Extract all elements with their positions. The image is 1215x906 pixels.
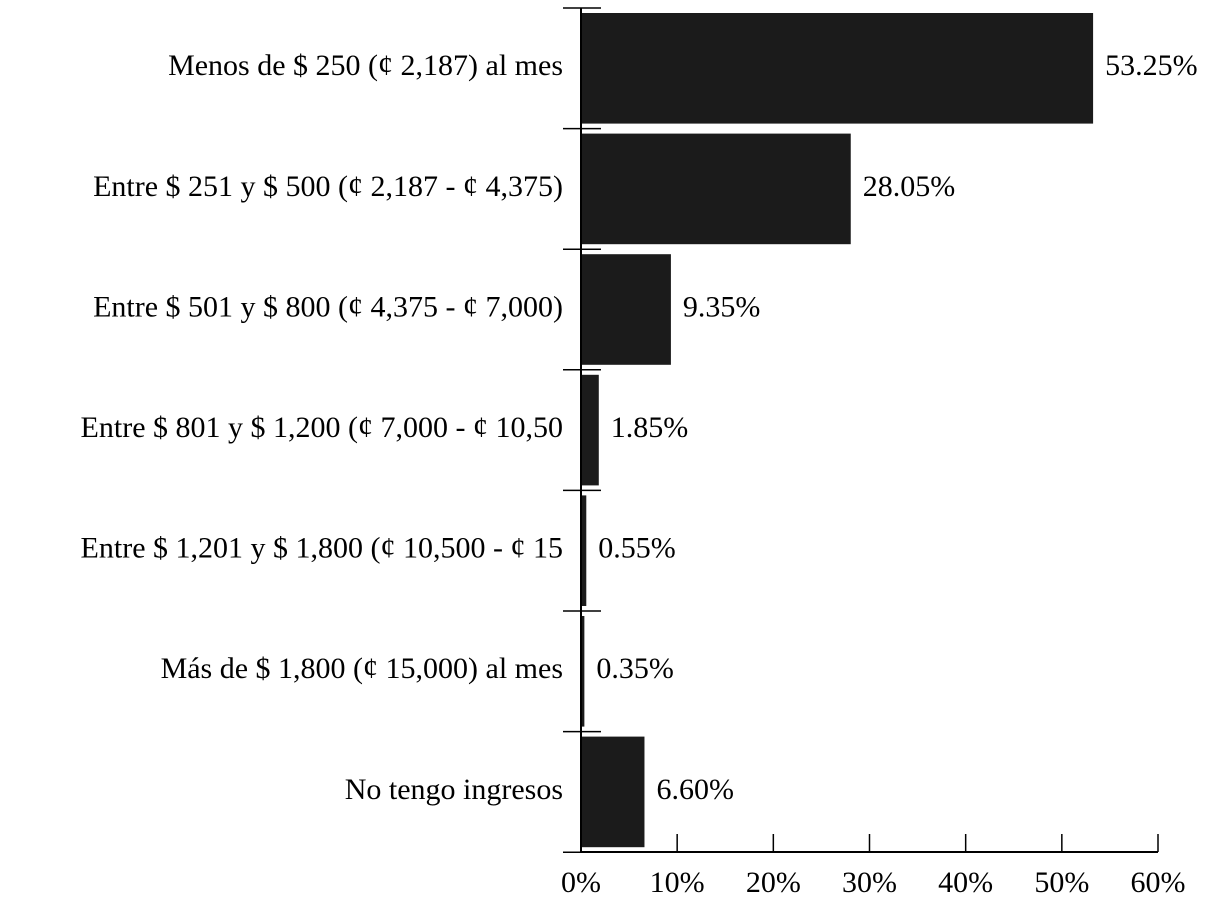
category-label-2: Entre $ 501 y $ 800 (¢ 4,375 - ¢ 7,000): [93, 290, 563, 323]
x-tick-label-6: 60%: [1131, 866, 1186, 899]
value-labels: 53.25% 28.05% 9.35% 1.85% 0.55% 0.35% 6.60%: [596, 49, 1197, 806]
category-label-5: Más de $ 1,800 (¢ 15,000) al mes: [161, 652, 563, 685]
x-tick-label-2: 20%: [746, 866, 801, 899]
x-tick-label-5: 50%: [1034, 866, 1089, 899]
category-label-0: Menos de $ 250 (¢ 2,187) al mes: [168, 49, 563, 82]
value-label-3: 1.85%: [611, 411, 689, 444]
category-label-6: No tengo ingresos: [345, 773, 563, 806]
bar-1: [581, 133, 851, 245]
x-tick-labels: 0% 10% 20% 30% 40% 50% 60%: [561, 866, 1186, 899]
bars: [581, 13, 1094, 848]
category-label-1: Entre $ 251 y $ 500 (¢ 2,187 - ¢ 4,375): [93, 170, 563, 203]
bar-4: [581, 495, 587, 606]
value-label-6: 6.60%: [656, 773, 734, 806]
bar-0: [581, 13, 1094, 124]
x-tick-label-3: 30%: [842, 866, 897, 899]
x-tick-label-1: 10%: [650, 866, 705, 899]
axes: [563, 7, 1159, 853]
bar-2: [581, 254, 671, 365]
x-tick-label-4: 40%: [938, 866, 993, 899]
value-label-0: 53.25%: [1105, 49, 1198, 82]
value-label-1: 28.05%: [863, 170, 956, 203]
category-labels: Menos de $ 250 (¢ 2,187) al mes Entre $ 2…: [81, 49, 563, 806]
bar-6: [581, 736, 645, 848]
bar-5: [581, 616, 585, 727]
x-tick-label-0: 0%: [561, 866, 601, 899]
bar-3: [581, 374, 599, 486]
category-label-3: Entre $ 801 y $ 1,200 (¢ 7,000 - ¢ 10,50: [81, 411, 563, 444]
category-label-4: Entre $ 1,201 y $ 1,800 (¢ 10,500 - ¢ 15: [81, 532, 563, 565]
value-label-4: 0.55%: [598, 532, 676, 565]
value-label-2: 9.35%: [683, 290, 761, 323]
value-label-5: 0.35%: [596, 652, 674, 685]
